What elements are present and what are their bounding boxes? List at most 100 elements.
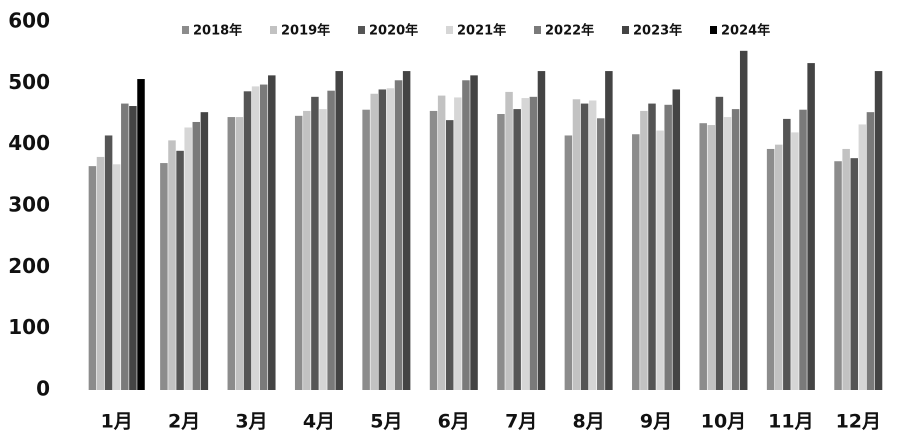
legend-label: 2020年	[369, 23, 418, 39]
bar	[834, 161, 842, 390]
y-tick-label: 400	[8, 131, 50, 155]
bar	[429, 110, 438, 390]
x-tick-label: 7月	[505, 411, 537, 433]
bar	[632, 134, 640, 390]
bar	[529, 96, 538, 391]
bar	[129, 106, 137, 390]
bar	[227, 117, 236, 391]
x-tick-label: 11月	[768, 411, 813, 433]
bar	[842, 148, 850, 390]
bar	[672, 89, 681, 390]
bar	[437, 95, 446, 390]
bar	[537, 71, 546, 391]
bar	[791, 132, 799, 390]
bar	[311, 96, 319, 391]
bar	[766, 148, 775, 390]
legend-label: 2024年	[721, 23, 770, 39]
bar	[580, 103, 589, 390]
bar	[243, 91, 252, 390]
bar	[112, 164, 121, 390]
bar	[866, 112, 875, 390]
bar	[799, 109, 807, 390]
bar	[327, 90, 335, 391]
x-tick-label: 10月	[701, 411, 746, 433]
bar	[664, 104, 672, 391]
bar	[723, 117, 732, 391]
bar	[319, 109, 327, 391]
bar	[572, 99, 581, 390]
bar	[505, 91, 513, 391]
legend-label: 2018年	[193, 23, 242, 39]
bar	[774, 144, 783, 390]
y-tick-label: 200	[8, 254, 50, 278]
bar	[137, 79, 145, 390]
bar	[588, 100, 597, 391]
bar	[335, 71, 343, 391]
bar	[783, 118, 791, 390]
bar	[858, 124, 867, 390]
x-tick-label: 5月	[370, 411, 402, 433]
y-tick-label: 600	[8, 9, 50, 33]
bar	[597, 118, 605, 390]
bar	[470, 75, 478, 391]
bar	[378, 89, 387, 390]
y-tick-label: 0	[36, 377, 50, 401]
bar	[362, 109, 370, 390]
y-tick-label: 500	[8, 70, 50, 94]
bar	[707, 125, 716, 390]
x-tick-label: 8月	[573, 411, 605, 433]
bar	[715, 96, 724, 391]
legend-swatch	[710, 26, 717, 34]
bar	[268, 75, 276, 391]
bar	[303, 110, 311, 390]
x-tick-label: 1月	[101, 411, 133, 433]
bar	[497, 114, 505, 390]
bar	[731, 109, 740, 391]
bar	[294, 115, 303, 390]
bar	[874, 71, 883, 391]
bar	[96, 156, 105, 390]
legend-label: 2023年	[633, 23, 682, 39]
legend-swatch	[446, 26, 453, 34]
bar	[454, 97, 462, 390]
bar	[394, 80, 403, 391]
bar	[521, 98, 530, 390]
bar	[104, 135, 113, 390]
bar	[192, 121, 201, 391]
bar	[121, 103, 129, 390]
bar	[739, 50, 748, 391]
bar	[402, 71, 411, 391]
bar	[513, 109, 521, 391]
legend-label: 2022年	[545, 23, 594, 39]
legend-swatch	[534, 26, 541, 34]
legend-label: 2021年	[457, 23, 506, 39]
legend-swatch	[270, 26, 277, 34]
bar	[160, 163, 168, 390]
bar	[184, 127, 192, 390]
bar	[235, 117, 244, 391]
x-tick-label: 4月	[303, 411, 335, 433]
x-tick-label: 3月	[235, 411, 267, 433]
legend-swatch	[182, 26, 189, 34]
bar	[648, 103, 656, 390]
x-tick-label: 2月	[168, 411, 200, 433]
bar	[168, 140, 176, 390]
bar	[445, 120, 454, 390]
bar	[176, 150, 184, 390]
bar	[699, 123, 707, 390]
bar	[850, 158, 858, 390]
legend-swatch	[358, 26, 365, 34]
x-tick-label: 12月	[836, 411, 881, 433]
bar	[200, 112, 209, 390]
bar	[656, 130, 664, 390]
legend-label: 2019年	[281, 23, 330, 39]
bar	[564, 135, 573, 390]
x-tick-label: 6月	[438, 411, 470, 433]
x-tick-label: 9月	[640, 411, 672, 433]
bar	[370, 93, 378, 390]
bar	[259, 84, 268, 390]
bar	[807, 63, 815, 391]
y-tick-label: 300	[8, 193, 50, 217]
bar	[640, 110, 648, 390]
